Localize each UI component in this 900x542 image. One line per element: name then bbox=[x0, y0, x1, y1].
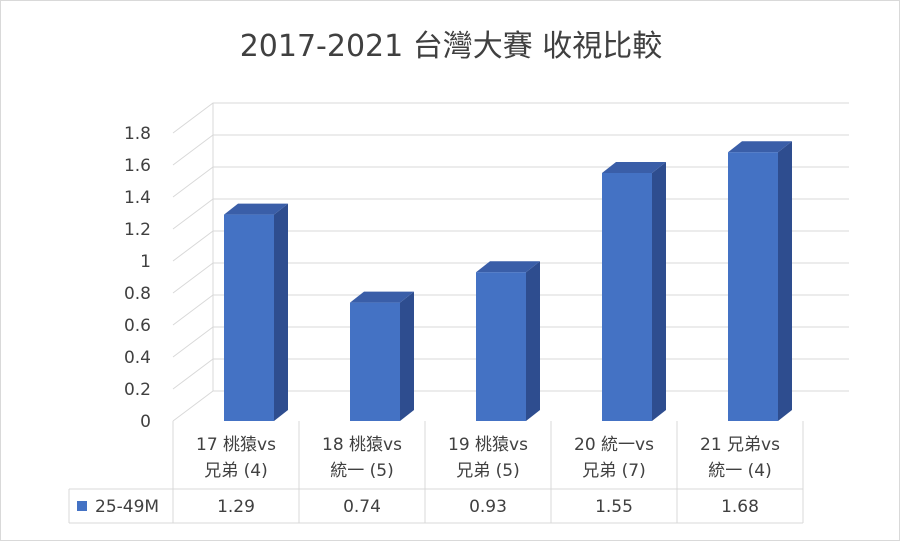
bar-side bbox=[652, 162, 666, 421]
category-label: 18 桃猿vs bbox=[322, 435, 402, 455]
data-table-value: 1.55 bbox=[595, 497, 633, 517]
chart-title: 2017-2021 台灣大賽 收視比較 bbox=[239, 29, 663, 64]
y-tick-label: 0 bbox=[140, 412, 151, 432]
bar-side bbox=[274, 203, 288, 421]
category-label: 統一 (5) bbox=[330, 461, 393, 481]
bar bbox=[350, 302, 400, 421]
legend-key bbox=[77, 501, 87, 511]
y-tick-label: 0.2 bbox=[124, 380, 151, 400]
y-tick-label: 1.8 bbox=[124, 124, 151, 144]
bar bbox=[728, 152, 778, 421]
y-tick-label: 1.2 bbox=[124, 220, 151, 240]
data-table-value: 0.93 bbox=[469, 497, 507, 517]
gridline bbox=[172, 102, 849, 134]
category-label: 兄弟 (7) bbox=[582, 461, 645, 481]
bar-side bbox=[526, 261, 540, 421]
category-label: 兄弟 (4) bbox=[204, 461, 267, 481]
y-tick-label: 0.6 bbox=[124, 316, 151, 336]
bar-side bbox=[778, 141, 792, 421]
y-tick-label: 1.4 bbox=[124, 188, 151, 208]
category-label: 統一 (4) bbox=[708, 461, 771, 481]
data-table-value: 0.74 bbox=[343, 497, 381, 517]
bar-top bbox=[350, 291, 414, 303]
y-tick-label: 1 bbox=[140, 252, 151, 272]
data-table-value: 1.68 bbox=[721, 497, 759, 517]
bar-side bbox=[400, 291, 414, 421]
bar-top bbox=[476, 261, 540, 273]
category-label: 19 桃猿vs bbox=[448, 435, 528, 455]
bar bbox=[602, 173, 652, 421]
category-label: 21 兄弟vs bbox=[700, 435, 780, 455]
category-label: 20 統一vs bbox=[574, 435, 654, 455]
bar bbox=[224, 214, 274, 421]
bar bbox=[476, 272, 526, 421]
bar-top bbox=[602, 162, 666, 173]
legend-label: 25-49M bbox=[95, 497, 159, 517]
category-label: 17 桃猿vs bbox=[196, 435, 276, 455]
bar-top bbox=[224, 203, 288, 215]
category-label: 兄弟 (5) bbox=[456, 461, 519, 481]
y-tick-label: 0.4 bbox=[124, 348, 151, 368]
bar-top bbox=[728, 141, 792, 153]
data-table-value: 1.29 bbox=[217, 497, 255, 517]
y-tick-label: 0.8 bbox=[124, 284, 151, 304]
y-tick-label: 1.6 bbox=[124, 156, 151, 176]
